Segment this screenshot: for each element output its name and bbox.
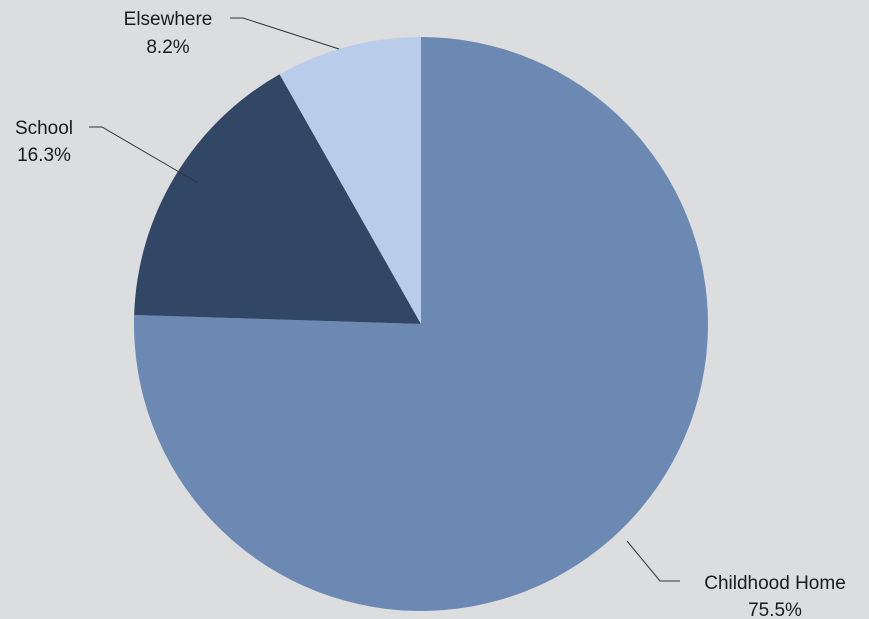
slice-label-elsewhere: Elsewhere 8.2%: [124, 9, 213, 58]
slice-labels: Childhood Home 75.5% School 16.3% Elsewhere 8…: [15, 9, 846, 619]
pie-slices: [133, 37, 708, 611]
leader-line-childhood-home: [626, 540, 680, 582]
slice-label-value: 16.3%: [17, 145, 71, 166]
pie-slice-school: [134, 74, 421, 324]
slice-label-value: 75.5%: [748, 600, 802, 619]
slice-label-name: Elsewhere: [124, 9, 213, 30]
leader-line-elsewhere: [230, 17, 340, 50]
pie-slice-elsewhere: [279, 37, 421, 324]
slice-label-childhood-home: Childhood Home 75.5%: [704, 573, 846, 619]
slice-label-name: Childhood Home: [704, 573, 846, 594]
pie-slice-childhood-home: [133, 37, 708, 611]
slice-label-value: 8.2%: [146, 37, 189, 58]
leader-lines: [89, 17, 680, 582]
slice-label-name: School: [15, 118, 73, 139]
leader-line-school: [89, 126, 199, 184]
slice-label-school: School 16.3%: [15, 118, 73, 166]
